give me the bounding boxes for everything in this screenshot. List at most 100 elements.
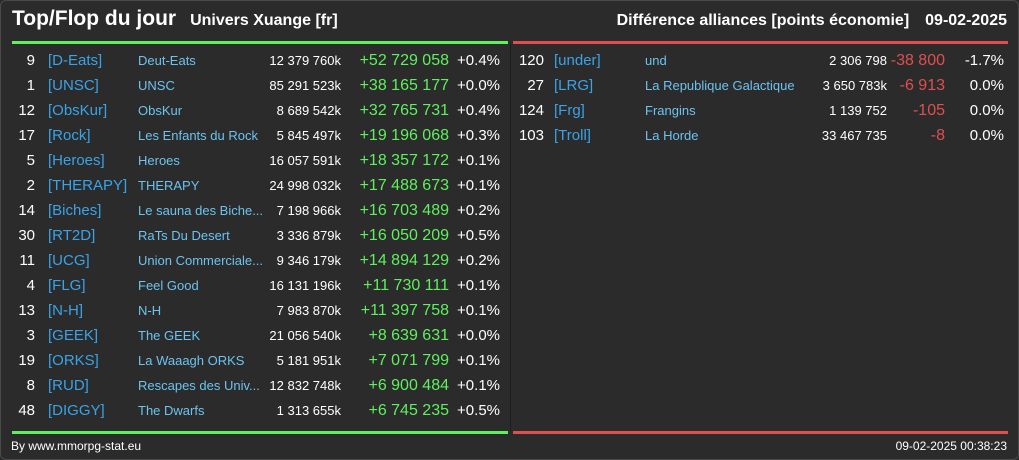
top-section-bottom-bar (12, 431, 508, 434)
list-item: 9 [D-Eats] Deut-Eats 12 379 760k +52 729 058… (12, 48, 508, 73)
alliance-tag-link[interactable]: [Troll] (554, 127, 591, 144)
alliance-tag-link[interactable]: [RUD] (48, 377, 89, 394)
list-item: 30 [RT2D] RaTs Du Desert 3 336 879k +16 050 … (12, 223, 508, 248)
rank-cell: 3 (26, 327, 35, 344)
rank-cell: 5 (26, 152, 35, 169)
date-label: 09-02-2025 (925, 12, 1007, 29)
percent-cell: +0.1% (457, 277, 500, 294)
diff-cell: +16 703 489 (359, 202, 449, 219)
list-item: 8 [RUD] Rescapes des Univ... 12 832 748k +6 … (12, 373, 508, 398)
list-item: 1 [UNSC] UNSC 85 291 523k +38 165 177 +0.0% (12, 73, 508, 98)
alliance-tag-link[interactable]: [DIGGY] (48, 402, 105, 419)
percent-cell: 0.0% (969, 102, 1004, 119)
alliance-tag-link[interactable]: [ObsKur] (48, 102, 108, 119)
universe-label: Univers Xuange [fr] (190, 12, 338, 29)
list-item: 13 [N-H] N-H 7 983 870k +11 397 758 +0.1% (12, 298, 508, 323)
points-cell: 33 467 735 (821, 128, 887, 143)
top-section-bar (12, 41, 508, 44)
rank-cell: 124 (518, 102, 544, 119)
rank-cell: 14 (18, 202, 35, 219)
percent-cell: +0.2% (457, 252, 500, 269)
points-cell: 8 689 542k (276, 103, 341, 118)
points-cell: 5 845 497k (276, 128, 341, 143)
alliance-name-link[interactable]: Feel Good (138, 278, 199, 293)
alliance-name-link[interactable]: La Republique Galactique (645, 78, 795, 93)
alliance-tag-link[interactable]: [D-Eats] (48, 52, 103, 69)
diff-cell: -38 800 (890, 52, 945, 69)
category-label: Différence alliances [points économie] (616, 12, 910, 29)
rank-cell: 103 (518, 127, 544, 144)
alliance-tag-link[interactable]: [Rock] (48, 127, 91, 144)
page-title: Top/Flop du jour (12, 7, 177, 30)
points-cell: 1 313 655k (276, 403, 341, 418)
rank-cell: 9 (26, 52, 35, 69)
alliance-tag-link[interactable]: [RT2D] (48, 227, 96, 244)
list-item: 48 [DIGGY] The Dwarfs 1 313 655k +6 745 235 +… (12, 398, 508, 423)
percent-cell: 0.0% (969, 127, 1004, 144)
alliance-tag-link[interactable]: [ORKS] (48, 352, 99, 369)
alliance-name-link[interactable]: RaTs Du Desert (138, 228, 230, 243)
alliance-name-link[interactable]: THERAPY (138, 178, 200, 193)
alliance-name-link[interactable]: Rescapes des Univ... (138, 378, 260, 393)
list-item: 12 [ObsKur] ObsKur 8 689 542k +32 765 731 +0.… (12, 98, 508, 123)
alliance-name-link[interactable]: Deut-Eats (138, 53, 196, 68)
alliance-tag-link[interactable]: [GEEK] (48, 327, 99, 344)
percent-cell: 0.0% (969, 77, 1004, 94)
rank-cell: 17 (18, 127, 35, 144)
list-item: 5 [Heroes] Heroes 16 057 591k +18 357 172 +0.… (12, 148, 508, 173)
points-cell: 85 291 523k (269, 78, 341, 93)
alliance-name-link[interactable]: Frangins (645, 103, 696, 118)
alliance-tag-link[interactable]: [Biches] (48, 202, 102, 219)
diff-cell: -6 913 (899, 77, 945, 94)
percent-cell: +0.5% (457, 402, 500, 419)
diff-cell: +16 050 209 (359, 227, 449, 244)
alliance-name-link[interactable]: und (645, 53, 667, 68)
list-item: 27 [LRG] La Republique Galactique 3 650 783… (513, 73, 1008, 98)
list-item: 103 [Troll] La Horde 33 467 735 -8 0.0% (513, 123, 1008, 148)
percent-cell: +0.4% (457, 102, 500, 119)
alliance-name-link[interactable]: ObsKur (138, 103, 183, 118)
rank-cell: 8 (26, 377, 35, 394)
alliance-name-link[interactable]: Les Enfants du Rock (138, 128, 258, 143)
list-item: 2 [THERAPY] THERAPY 24 998 032k +17 488 673 +… (12, 173, 508, 198)
points-cell: 7 198 966k (276, 203, 341, 218)
alliance-name-link[interactable]: Heroes (138, 153, 180, 168)
alliance-name-link[interactable]: Union Commerciale... (138, 253, 263, 268)
alliance-name-link[interactable]: La Waaagh ORKS (138, 353, 245, 368)
percent-cell: +0.1% (457, 177, 500, 194)
points-cell: 2 306 798 (829, 53, 887, 68)
alliance-tag-link[interactable]: [N-H] (48, 302, 83, 319)
alliance-name-link[interactable]: N-H (138, 303, 162, 318)
diff-cell: +19 196 068 (359, 127, 449, 144)
flop-section-bar (513, 41, 1008, 44)
percent-cell: +0.0% (457, 77, 500, 94)
alliance-name-link[interactable]: UNSC (138, 78, 175, 93)
points-cell: 7 983 870k (276, 303, 341, 318)
percent-cell: +0.0% (457, 327, 500, 344)
alliance-name-link[interactable]: Le sauna des Biche... (138, 203, 264, 218)
alliance-name-link[interactable]: The Dwarfs (138, 403, 205, 418)
diff-cell: -105 (912, 102, 945, 119)
diff-cell: +6 900 484 (368, 377, 449, 394)
alliance-tag-link[interactable]: [UCG] (48, 252, 90, 269)
rank-cell: 48 (18, 402, 35, 419)
diff-cell: -8 (930, 127, 945, 144)
footer-source: By www.mmorpg-stat.eu (11, 439, 142, 453)
rank-cell: 19 (18, 352, 35, 369)
footer-timestamp: 09-02-2025 00:38:23 (895, 439, 1007, 453)
points-cell: 12 832 748k (269, 378, 341, 393)
alliance-tag-link[interactable]: [THERAPY] (48, 177, 128, 194)
diff-cell: +52 729 058 (359, 52, 449, 69)
alliance-tag-link[interactable]: [Frg] (554, 102, 585, 119)
alliance-tag-link[interactable]: [Heroes] (48, 152, 105, 169)
alliance-tag-link[interactable]: [under] (554, 52, 601, 69)
alliance-tag-link[interactable]: [LRG] (554, 77, 594, 94)
percent-cell: +0.1% (457, 302, 500, 319)
percent-cell: +0.1% (457, 152, 500, 169)
alliance-tag-link[interactable]: [FLG] (48, 277, 86, 294)
alliance-name-link[interactable]: La Horde (645, 128, 699, 143)
rank-cell: 27 (527, 77, 544, 94)
alliance-tag-link[interactable]: [UNSC] (48, 77, 99, 94)
list-item: 124 [Frg] Frangins 1 139 752 -105 0.0% (513, 98, 1008, 123)
alliance-name-link[interactable]: The GEEK (138, 328, 201, 343)
